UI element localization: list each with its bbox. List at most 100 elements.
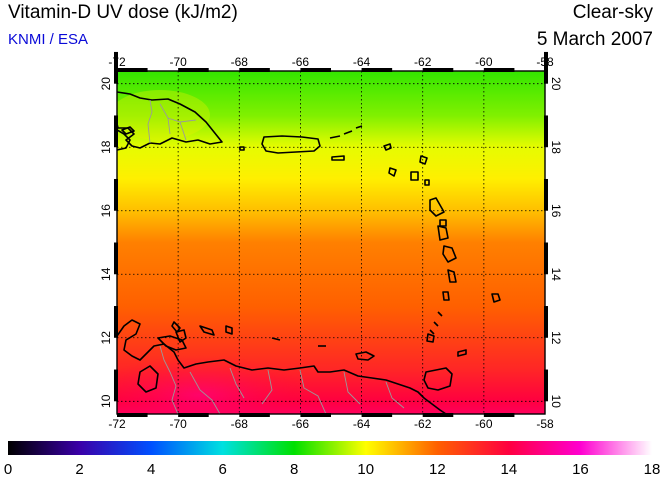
guajira-peninsula	[157, 335, 187, 351]
st-kitts	[388, 167, 397, 177]
lon-tick-label-top: -66	[292, 55, 310, 69]
tick-bar-bottom	[422, 413, 454, 417]
los-roques	[271, 337, 281, 341]
lon-tick-label-bottom: -72	[108, 417, 126, 431]
tick-bar-bottom	[178, 413, 209, 417]
margarita-island	[355, 351, 375, 361]
lat-tick-label-left: 18	[99, 140, 113, 154]
tick-bar-top	[239, 68, 270, 72]
tick-bar-top	[361, 68, 393, 72]
tick-bar-top	[483, 68, 515, 72]
colorbar-tick-label: 14	[501, 461, 518, 478]
colorbar-tick-label: 2	[75, 461, 83, 478]
curacao	[199, 325, 215, 336]
bonaire	[225, 325, 233, 335]
colorbar-tick-label: 4	[147, 461, 155, 478]
guadeloupe	[429, 197, 445, 217]
lat-tick-label-right: 16	[549, 204, 563, 218]
colorbar	[8, 441, 652, 455]
st-vincent	[442, 291, 450, 301]
antigua	[410, 171, 419, 181]
vieques-island	[331, 155, 345, 161]
lat-tick-label-left: 10	[99, 394, 113, 408]
venezuela-states	[189, 367, 405, 414]
colorbar-tick-label: 10	[357, 461, 374, 478]
grenada	[426, 333, 435, 343]
lat-tick-label-left: 16	[99, 204, 113, 218]
dominica	[437, 225, 449, 241]
lon-tick-label-top: -68	[231, 55, 249, 69]
grenadines	[429, 311, 443, 335]
dose-hotspot	[117, 355, 310, 414]
dose-low-patch	[117, 90, 210, 140]
lon-tick-label-bottom: -64	[353, 417, 371, 431]
tick-bar-bottom	[483, 413, 515, 417]
tick-bar-left	[114, 306, 118, 338]
tick-bar-top	[117, 68, 148, 72]
tick-bar-top	[422, 68, 454, 72]
haiti-dr-border	[147, 99, 153, 144]
lon-tick-label-top: -60	[475, 55, 493, 69]
lat-tick-label-right: 20	[549, 77, 563, 91]
colorbar-ticks: 0 2 4 6 8 10 12 14 16 18	[4, 461, 661, 478]
sky-condition-label: Clear-sky	[572, 2, 653, 23]
tick-bar-right	[544, 306, 548, 338]
lake-maracaibo	[137, 365, 159, 393]
south-america-coast	[117, 319, 447, 414]
lon-tick-label-top: -72	[108, 55, 126, 69]
lat-tick-label-left: 14	[99, 267, 113, 281]
colorbar-tick-label: 0	[4, 461, 12, 478]
tick-bar-left	[114, 178, 118, 211]
lat-tick-label-left: 20	[99, 77, 113, 91]
tick-bar-bottom	[117, 413, 148, 417]
tick-bar-top	[178, 68, 209, 72]
lat-tick-label-right: 14	[549, 268, 563, 282]
tick-bar-left	[114, 115, 118, 148]
barbados	[491, 293, 501, 303]
lon-tick-label-bottom: -66	[292, 417, 310, 431]
colorbar-tick-label: 8	[290, 461, 298, 478]
tobago	[457, 349, 467, 357]
martinique	[442, 245, 457, 263]
lon-tick-label-top: -62	[414, 55, 432, 69]
colorbar-tick-label: 18	[644, 461, 661, 478]
coastlines	[117, 91, 501, 414]
map-tick-labels: -72 -72 -70 -70 -68 -68 -66 -66 -64 -64 -62 -62 -60 -…	[99, 55, 563, 431]
national-borders	[147, 99, 405, 414]
st-lucia	[447, 269, 457, 283]
map-title: Vitamin-D UV dose (kJ/m2)	[8, 2, 238, 23]
tick-bar-right	[544, 242, 548, 275]
virgin-islands	[329, 125, 363, 139]
lon-tick-label-top: -58	[536, 55, 554, 69]
colorbar-tick-label: 16	[572, 461, 589, 478]
tick-bar-top	[300, 68, 331, 72]
credit-label: KNMI / ESA	[8, 31, 89, 48]
paraguana-peninsula	[175, 329, 187, 343]
lat-tick-label-right: 10	[549, 395, 563, 409]
lon-tick-label-bottom: -68	[231, 417, 249, 431]
tick-bar-right	[544, 178, 548, 211]
lon-tick-label-bottom: -62	[414, 417, 432, 431]
marie-galante	[439, 219, 447, 227]
montserrat	[424, 179, 430, 186]
lat-tick-label-right: 18	[549, 141, 563, 155]
tick-bar-right	[544, 51, 548, 84]
anguilla	[383, 143, 392, 151]
tick-bar-left	[114, 242, 118, 275]
colombia-venezuela-border	[159, 345, 179, 414]
tick-bar-right	[544, 369, 548, 402]
lon-tick-label-bottom: -60	[475, 417, 493, 431]
lon-tick-label-top: -64	[353, 55, 371, 69]
puerto-rico-coast	[261, 135, 321, 154]
lat-tick-label-right: 12	[549, 331, 563, 345]
dr-provinces	[159, 103, 197, 141]
map-tick-bars	[114, 51, 548, 417]
tick-bar-bottom	[300, 413, 331, 417]
date-label: 5 March 2007	[536, 29, 653, 50]
tick-bar-left	[114, 51, 118, 84]
tick-bar-bottom	[361, 413, 393, 417]
graticule	[117, 71, 545, 414]
tick-bar-bottom	[239, 413, 270, 417]
hispaniola-west-coast	[117, 129, 131, 151]
lat-tick-label-left: 12	[99, 331, 113, 345]
